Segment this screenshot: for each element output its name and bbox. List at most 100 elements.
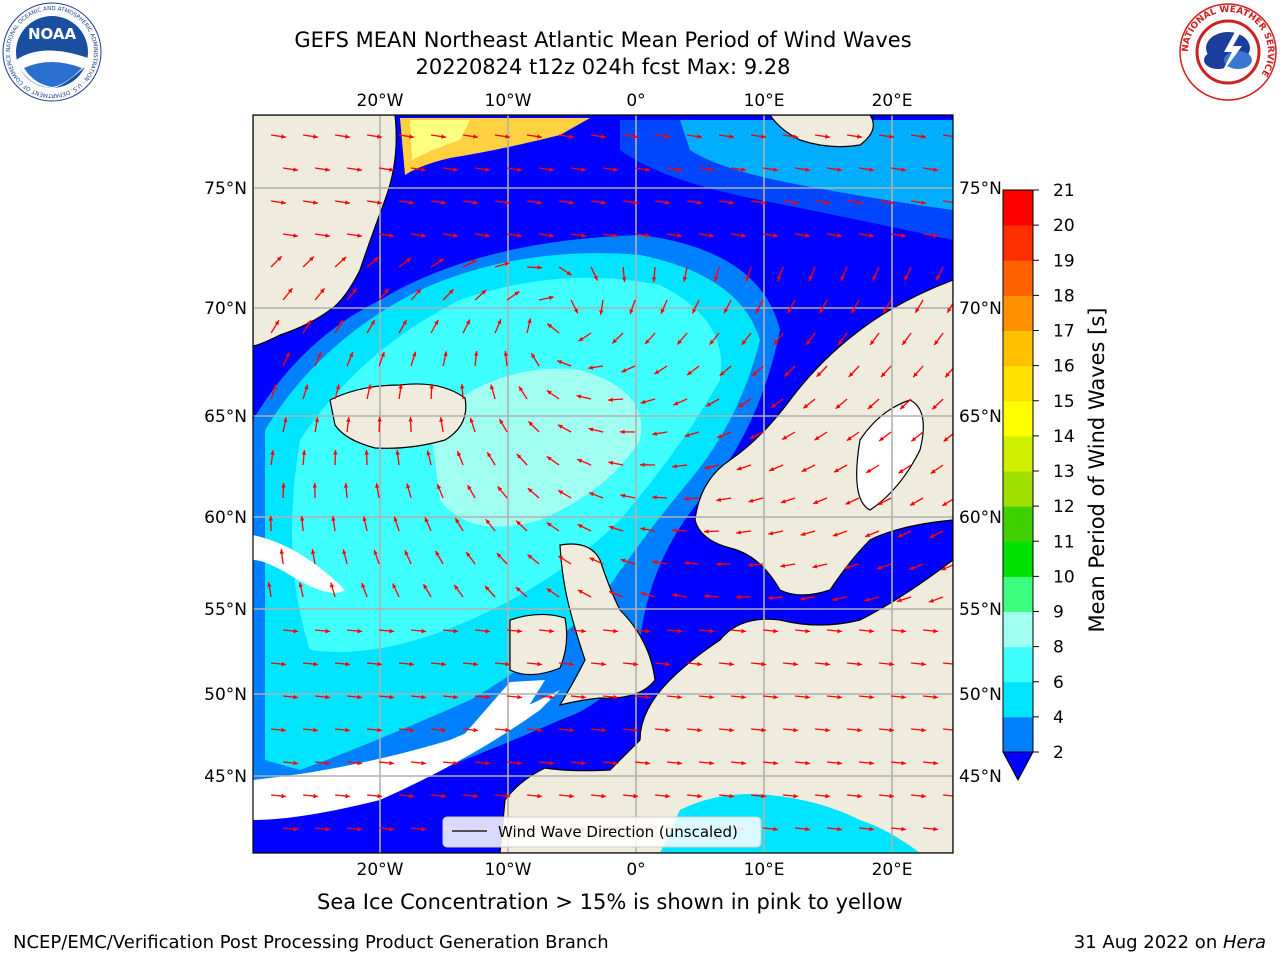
- wave-arrow-head: [588, 427, 594, 432]
- svg-text:10°E: 10°E: [744, 91, 785, 111]
- wave-arrow-head: [608, 397, 613, 402]
- wave-arrow-head: [870, 340, 875, 346]
- wave-arrow-head: [608, 525, 614, 530]
- wave-arrow-head: [672, 528, 677, 533]
- wave-arrow-head: [361, 582, 366, 588]
- wave-arrow-head: [800, 596, 806, 601]
- wave-arrow-head: [660, 308, 665, 314]
- wave-arrow-head: [761, 134, 766, 139]
- wave-arrow-head: [801, 467, 807, 472]
- wave-arrow-head: [465, 319, 470, 325]
- wave-arrow-head: [665, 134, 670, 139]
- wave-arrow-head: [889, 200, 894, 205]
- wave-arrow-head: [654, 369, 660, 375]
- wave-arrow-head: [601, 134, 606, 139]
- wave-arrow-head: [293, 167, 298, 172]
- wave-arrow-head: [589, 492, 595, 497]
- colorbar-segment: [1003, 400, 1033, 437]
- wave-arrow-head: [424, 517, 429, 523]
- period-band-low-north: [620, 120, 953, 240]
- svg-text:20°E: 20°E: [872, 91, 913, 111]
- wave-arrow-head: [402, 319, 407, 325]
- wave-arrow-head: [677, 628, 683, 634]
- wave-arrow-head: [780, 563, 786, 568]
- wave-arrow-head: [921, 793, 927, 799]
- wave-arrow-head: [709, 694, 715, 700]
- wave-arrow-head: [904, 275, 909, 281]
- wave-arrow-head: [517, 694, 523, 700]
- wave-arrow-head: [325, 760, 331, 766]
- wave-arrow-head: [761, 200, 766, 205]
- wave-arrow: [942, 134, 953, 138]
- wave-arrow-head: [581, 167, 586, 172]
- wave-arrow-head: [581, 760, 587, 766]
- wave-arrow: [955, 828, 970, 829]
- svg-text:50°N: 50°N: [959, 685, 1002, 705]
- wave-arrow-head: [537, 134, 542, 139]
- wave-arrow-head: [357, 628, 363, 634]
- wave-arrow-head: [953, 662, 958, 666]
- wave-arrow-head: [314, 417, 320, 423]
- wave-arrow-head: [373, 257, 379, 262]
- wave-arrow-head: [652, 495, 657, 500]
- wave-arrow-head: [613, 167, 618, 172]
- wave-arrow-head: [601, 200, 606, 205]
- wave-arrow-head: [761, 793, 767, 799]
- wave-arrow-head: [437, 484, 442, 490]
- wave-arrow-head: [505, 200, 510, 205]
- footer-credit: NCEP/EMC/Verification Post Processing Pr…: [13, 932, 609, 953]
- wave-arrow-head: [773, 628, 779, 634]
- wave-arrow-head: [773, 826, 779, 832]
- wave-arrow-head: [581, 694, 587, 700]
- wave-arrow-head: [613, 233, 618, 238]
- wave-arrow-head: [474, 351, 479, 356]
- wave-arrow-head: [900, 404, 905, 410]
- wave-arrow-head: [429, 384, 434, 389]
- wave-arrow-head: [485, 694, 491, 700]
- wave-arrow-head: [697, 200, 702, 205]
- wave-arrow-head: [569, 134, 574, 139]
- wave-arrow-head: [819, 307, 824, 313]
- colorbar-tick-label: 20: [1053, 216, 1075, 236]
- noaa-logo-text: NOAA: [28, 25, 77, 43]
- svg-text:45°N: 45°N: [959, 767, 1002, 787]
- wave-arrow-head: [864, 597, 870, 602]
- wave-arrow-head: [421, 167, 426, 172]
- wave-arrow-head: [684, 432, 690, 438]
- wave-arrow-head: [837, 628, 843, 634]
- wave-arrow-head: [345, 661, 351, 667]
- wave-arrow-head: [537, 727, 543, 733]
- wave-arrow-head: [773, 339, 779, 345]
- map-area: Wind Wave Direction (unscaled): [253, 115, 970, 853]
- wave-arrow-head: [341, 256, 347, 262]
- lat-labels-right: 75°N 70°N 65°N 60°N 55°N 50°N 45°N: [959, 179, 1002, 787]
- wave-arrow-head: [453, 628, 459, 634]
- svg-text:10°E: 10°E: [744, 860, 785, 880]
- svg-text:0°: 0°: [626, 91, 645, 111]
- wave-arrow-head: [593, 275, 598, 281]
- wave-arrow-head: [837, 233, 842, 238]
- wave-arrow-head: [752, 371, 757, 377]
- wave-arrow-head: [633, 661, 639, 667]
- wave-arrow-head: [761, 661, 767, 667]
- wave-arrow-head: [709, 628, 715, 634]
- wave-arrow: [943, 662, 953, 665]
- wave-arrow-head: [857, 793, 863, 799]
- wave-arrow-head: [933, 167, 938, 172]
- wave-arrow-head: [645, 233, 650, 238]
- wave-arrow-head: [496, 553, 502, 558]
- svg-text:45°N: 45°N: [204, 767, 247, 787]
- wave-arrow-head: [620, 558, 626, 563]
- wave-arrow-head: [613, 760, 619, 766]
- wave-arrow-head: [505, 793, 511, 799]
- wave-arrow-head: [546, 390, 552, 395]
- britain-land: [558, 543, 656, 706]
- wave-arrow-head: [304, 384, 309, 390]
- wave-arrow-head: [481, 289, 487, 295]
- wave-arrow-head: [497, 486, 503, 492]
- svg-text:65°N: 65°N: [204, 407, 247, 427]
- wave-arrow-head: [665, 793, 671, 799]
- wave-arrow-head: [270, 450, 275, 455]
- wave-arrow-head: [640, 462, 645, 467]
- svg-text:60°N: 60°N: [959, 508, 1002, 528]
